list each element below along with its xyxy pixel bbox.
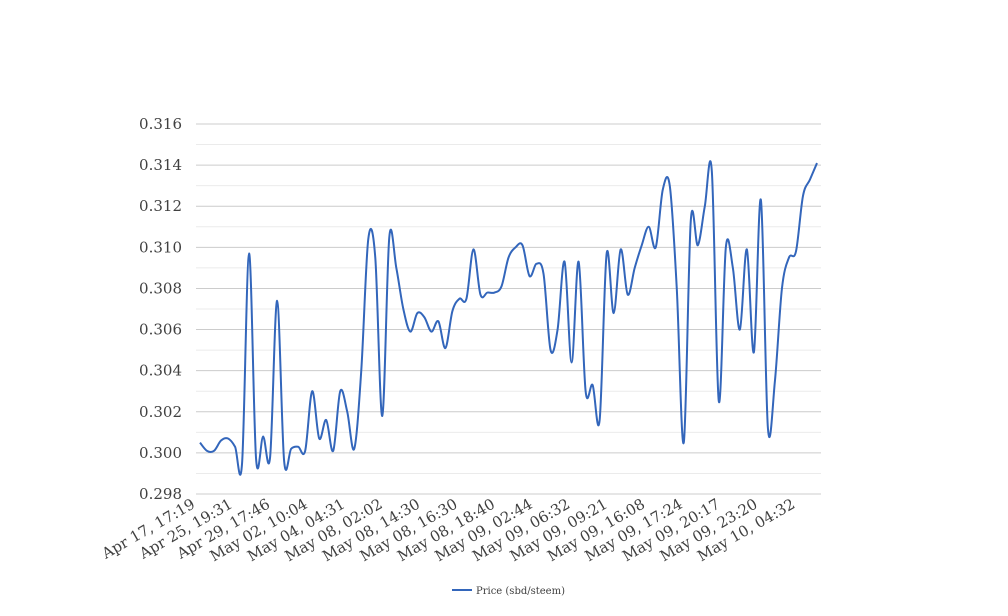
y-tick-label: 0.316 (139, 115, 182, 133)
y-tick-label: 0.300 (139, 444, 182, 462)
y-tick-label: 0.308 (139, 279, 182, 297)
gridlines (196, 123, 821, 495)
y-tick-label: 0.314 (139, 156, 182, 174)
y-tick-label: 0.298 (139, 485, 182, 503)
series-lines (199, 160, 818, 476)
y-tick-label: 0.304 (139, 362, 182, 380)
y-tick-label: 0.310 (139, 238, 182, 256)
y-tick-label: 0.306 (139, 321, 182, 339)
legend: Price (sbd/steem) (452, 586, 565, 597)
y-tick-label: 0.302 (139, 403, 182, 421)
y-axis-tick-labels: 0.298 0.300 0.302 0.304 0.306 0.308 0.310 0.312… (139, 115, 182, 503)
legend-label: Price (sbd/steem) (476, 586, 565, 597)
series-line-price (199, 160, 818, 476)
y-tick-label: 0.312 (139, 197, 182, 215)
